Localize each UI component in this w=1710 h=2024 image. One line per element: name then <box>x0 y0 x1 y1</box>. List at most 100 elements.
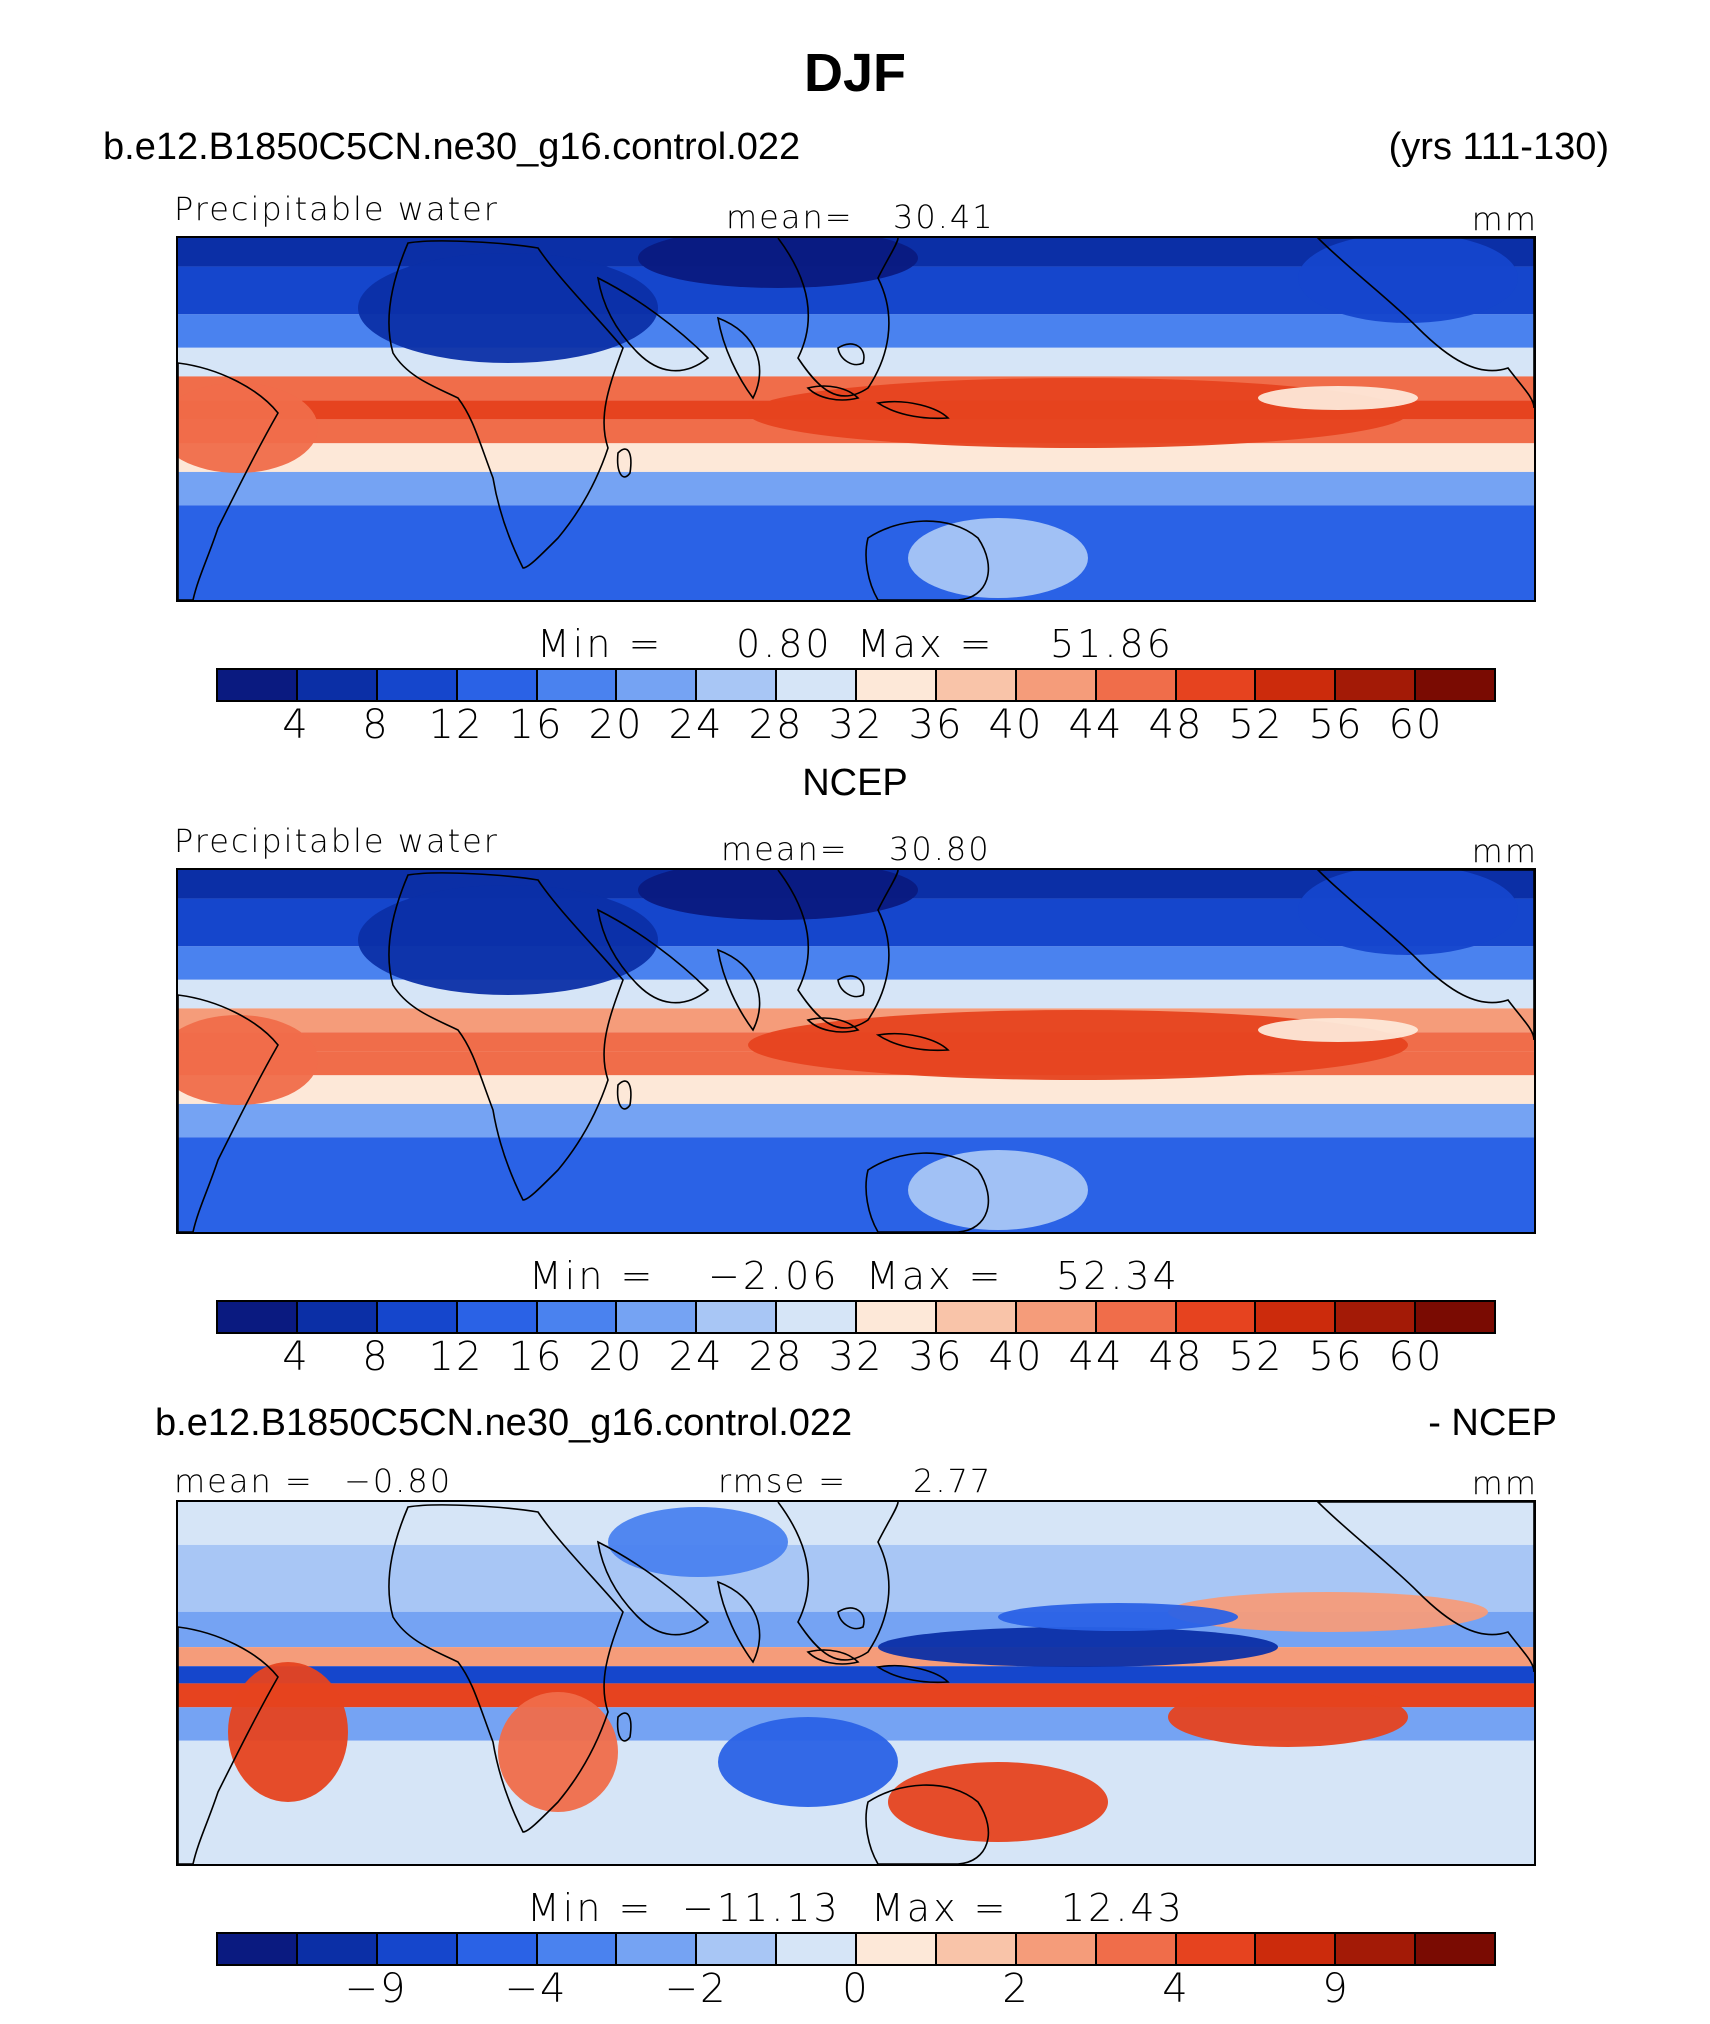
coastline <box>388 1504 624 1833</box>
colorbar-swatch <box>1256 1934 1337 1964</box>
contour-blob <box>498 1692 618 1812</box>
contour-blob <box>998 1603 1238 1631</box>
case-name: b.e12.B1850C5CN.ne30_g16.control.022 <box>103 126 801 168</box>
colorbar-tick: 4 <box>1162 1966 1190 2012</box>
colorbar-swatch <box>936 1934 1017 1964</box>
coastline <box>837 975 865 998</box>
colorbar-swatch <box>297 1934 378 1964</box>
colorbar-tick: 52 <box>1228 702 1284 748</box>
contour-blob <box>1258 1018 1418 1042</box>
colorbar-swatch <box>1336 1302 1417 1332</box>
coastline <box>837 1607 865 1630</box>
contour-blob <box>228 1662 348 1802</box>
colorbar-tick: 16 <box>508 1334 564 1380</box>
panel2-min-value: −2.06 <box>708 1254 840 1298</box>
colorbar-tick: 20 <box>588 702 644 748</box>
colorbar-tick: 40 <box>988 1334 1044 1380</box>
coastline <box>1316 1502 1534 1673</box>
contour-blob <box>1168 1687 1408 1747</box>
panel3-colorbar <box>216 1932 1496 1966</box>
contour-blob <box>748 1010 1408 1080</box>
panel2-colorbar-ticks: 4 8 12 16 20 24 28 32 36 40 44 48 52 56 60 <box>216 1334 1496 1380</box>
colorbar-swatch <box>936 670 1017 700</box>
colorbar-swatch <box>857 1934 937 1964</box>
colorbar-swatch <box>777 1934 857 1964</box>
colorbar-swatch <box>777 670 857 700</box>
coastline <box>596 1540 710 1636</box>
colorbar-swatch <box>457 1934 538 1964</box>
colorbar-tick: 32 <box>828 702 884 748</box>
contour-blob <box>1258 386 1418 410</box>
colorbar-swatch <box>1416 1302 1494 1332</box>
panel3-rmse-label: rmse = <box>718 1462 848 1500</box>
lat-band <box>178 347 1534 377</box>
contour-blob <box>1298 870 1518 955</box>
panel3-mean-label: mean = <box>174 1462 314 1500</box>
coastline <box>178 994 279 1232</box>
panel3-units: mm <box>1471 1464 1538 1502</box>
panel2-colorbar <box>216 1300 1496 1334</box>
panel2-mean-label: mean= <box>721 830 849 868</box>
lat-band <box>178 1137 1534 1232</box>
coastline <box>596 908 710 1004</box>
lat-band <box>178 1103 1534 1138</box>
colorbar-tick: 36 <box>908 1334 964 1380</box>
colorbar-tick: −9 <box>344 1966 408 2012</box>
panel2-subtitle: NCEP <box>802 762 908 804</box>
panel2-max-label: Max = <box>866 1254 1004 1298</box>
contour-blob <box>718 1717 898 1807</box>
colorbar-swatch <box>697 670 778 700</box>
panel3-subtitle-right: - NCEP <box>1428 1402 1557 1444</box>
colorbar-swatch <box>1336 1934 1417 1964</box>
colorbar-tick: 2 <box>1002 1966 1030 2012</box>
coastline <box>596 276 710 372</box>
panel1-max-label: Max = <box>857 622 995 666</box>
colorbar-swatch <box>537 1934 618 1964</box>
panel2-variable-label: Precipitable water <box>174 822 499 860</box>
contour-blob <box>608 1507 788 1577</box>
contour-blob <box>638 238 918 288</box>
coastline <box>616 1712 632 1742</box>
coastline <box>178 1626 279 1864</box>
coastline <box>716 948 761 1032</box>
colorbar-swatch <box>617 1302 698 1332</box>
colorbar-tick: 12 <box>428 1334 484 1380</box>
colorbar-swatch <box>1176 1302 1257 1332</box>
coastline <box>388 240 624 569</box>
lat-band <box>178 1502 1534 1545</box>
contour-blob <box>878 1627 1278 1667</box>
coastline <box>865 1784 990 1864</box>
panel3-subtitle-left: b.e12.B1850C5CN.ne30_g16.control.022 <box>155 1402 853 1444</box>
panel2-mean-value: 30.80 <box>889 830 991 868</box>
contour-blob <box>908 1150 1088 1230</box>
panel1-min-label: Min = <box>537 622 664 666</box>
colorbar-swatch <box>1096 670 1177 700</box>
colorbar-swatch <box>537 1302 618 1332</box>
colorbar-swatch <box>1256 670 1337 700</box>
colorbar-tick: 9 <box>1322 1966 1350 2012</box>
coastline <box>806 385 860 401</box>
colorbar-tick: 44 <box>1068 1334 1124 1380</box>
colorbar-swatch <box>777 1302 857 1332</box>
lat-band <box>178 1666 1534 1684</box>
contour-blob <box>1168 1592 1488 1632</box>
colorbar-tick: 60 <box>1388 1334 1444 1380</box>
colorbar-tick: 28 <box>748 702 804 748</box>
lat-band <box>178 505 1534 600</box>
contour-blob <box>888 1762 1108 1842</box>
panel3-rmse-value: 2.77 <box>913 1462 993 1500</box>
colorbar-swatch <box>1016 1934 1097 1964</box>
colorbar-swatch <box>1096 1934 1177 1964</box>
lat-band <box>178 1075 1534 1104</box>
panel1-max-value: 51.86 <box>1050 622 1174 666</box>
colorbar-swatch <box>377 1934 458 1964</box>
colorbar-tick: 60 <box>1388 702 1444 748</box>
colorbar-tick: 44 <box>1068 702 1124 748</box>
panel1-variable-label: Precipitable water <box>174 190 499 228</box>
colorbar-swatch <box>218 1934 298 1964</box>
colorbar-tick: 48 <box>1148 702 1204 748</box>
colorbar-swatch <box>297 1302 378 1332</box>
colorbar-swatch <box>377 1302 458 1332</box>
colorbar-swatch <box>1416 1934 1494 1964</box>
colorbar-swatch <box>697 1934 778 1964</box>
